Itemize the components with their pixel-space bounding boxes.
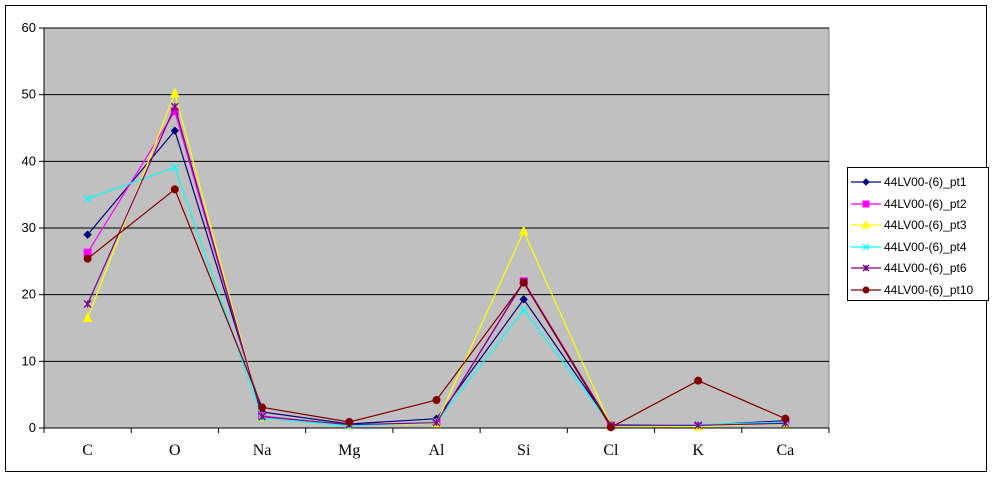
data-point (258, 403, 267, 412)
x-tick-label: Mg (338, 442, 360, 459)
legend-swatch (851, 176, 881, 188)
legend-swatch (851, 284, 881, 296)
legend-marker (861, 219, 871, 229)
y-tick-label: 0 (29, 420, 36, 435)
legend-label: 44LV00-(6)_pt4 (884, 239, 967, 254)
legend-item: 44LV00-(6)_pt4 (848, 237, 988, 257)
legend-swatch (851, 262, 881, 274)
data-point (519, 306, 528, 314)
x-tick-label: O (169, 442, 181, 459)
y-tick-label: 30 (22, 220, 36, 235)
data-point (694, 376, 703, 385)
data-point (82, 312, 93, 322)
legend: 44LV00-(6)_pt1 44LV00-(6)_pt2 44LV00-(6)_p… (847, 167, 989, 301)
legend-swatch (851, 219, 881, 231)
data-point (518, 225, 529, 236)
data-point (519, 295, 528, 304)
data-point (83, 194, 92, 203)
line-chart: 0 10 20 30 40 50 60 C O Na Mg Al Si Cl K Ca (22, 20, 830, 459)
legend-marker (862, 243, 870, 250)
y-tick-label: 60 (22, 20, 36, 35)
legend-marker (862, 286, 870, 293)
data-point (83, 300, 92, 308)
data-point (519, 278, 528, 287)
chart-frame: 0 10 20 30 40 50 60 C O Na Mg Al Si Cl K Ca 44LV00-(6)… (5, 5, 989, 472)
legend-label: 44LV00-(6)_pt1 (884, 175, 967, 189)
x-tick-label: C (82, 442, 93, 459)
legend-item: 44LV00-(6)_pt1 (848, 172, 988, 192)
y-tick-label: 50 (22, 87, 36, 102)
series-6 (83, 185, 790, 432)
legend-label: 44LV00-(6)_pt3 (884, 218, 967, 232)
data-point (694, 421, 703, 430)
data-point (345, 418, 354, 426)
legend-label: 44LV00-(6)_pt6 (884, 261, 967, 275)
data-point (432, 396, 441, 404)
legend-label: 44LV00-(6)_pt10 (884, 282, 974, 297)
data-point (432, 418, 441, 427)
data-point (83, 254, 92, 263)
legend-marker (862, 200, 870, 207)
legend-label: 44LV00-(6)_pt2 (884, 196, 967, 211)
legend-item: 44LV00-(6)_pt10 (848, 280, 988, 300)
y-tick-label: 20 (22, 287, 36, 302)
data-point (170, 126, 180, 135)
x-tick-label: K (692, 442, 704, 459)
x-tick-label: Cl (603, 442, 619, 459)
x-tick-label: Si (517, 442, 531, 459)
data-point (170, 87, 180, 98)
legend-item: 44LV00-(6)_pt3 (848, 215, 988, 235)
data-point (170, 185, 179, 194)
data-point (83, 230, 92, 239)
data-point (258, 412, 267, 421)
x-tick-label: Al (429, 442, 446, 459)
data-point (781, 414, 790, 423)
data-point (170, 163, 179, 172)
data-point (170, 102, 179, 111)
x-tick-label: Ca (776, 442, 794, 459)
legend-item: 44LV00-(6)_pt6 (848, 258, 988, 278)
y-tick-label: 10 (22, 353, 36, 368)
legend-marker (862, 178, 870, 186)
y-tick-label: 40 (22, 153, 36, 168)
legend-swatch (851, 198, 881, 210)
legend-marker (862, 264, 870, 272)
x-tick-label: Na (253, 442, 272, 459)
legend-swatch (851, 241, 881, 253)
legend-item: 44LV00-(6)_pt2 (848, 194, 988, 214)
data-point (606, 423, 615, 432)
